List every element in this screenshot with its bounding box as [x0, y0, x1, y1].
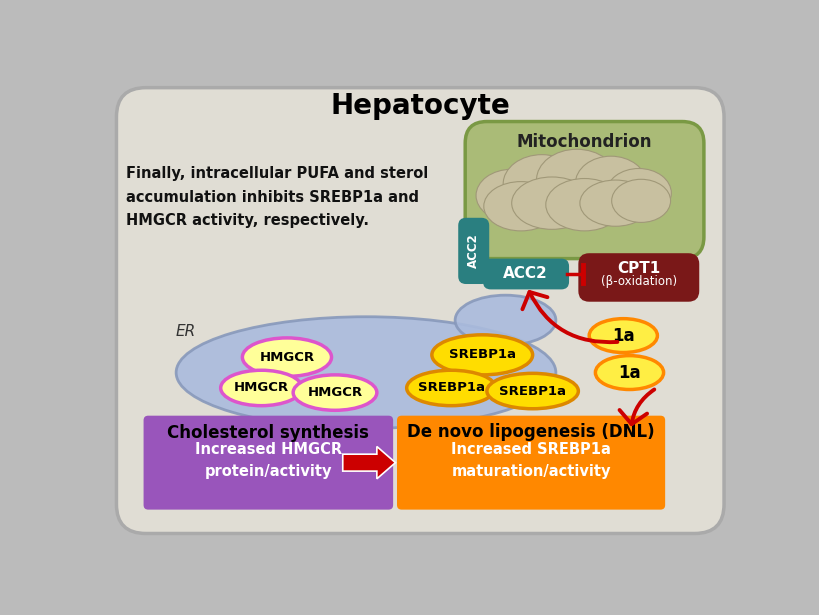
Text: Cholesterol synthesis: Cholesterol synthesis [167, 424, 369, 442]
Ellipse shape [486, 373, 577, 409]
FancyArrow shape [342, 446, 395, 479]
Text: Increased SREBP1a
maturation/activity: Increased SREBP1a maturation/activity [450, 442, 610, 478]
Text: Increased HMGCR
protein/activity: Increased HMGCR protein/activity [195, 442, 342, 478]
Ellipse shape [511, 177, 591, 229]
Text: CPT1: CPT1 [617, 261, 659, 276]
FancyBboxPatch shape [577, 253, 699, 302]
Ellipse shape [242, 338, 331, 376]
Text: ER: ER [176, 324, 196, 339]
Ellipse shape [575, 156, 645, 212]
Text: 1a: 1a [611, 327, 634, 344]
FancyBboxPatch shape [396, 416, 664, 510]
Text: Finally, intracellular PUFA and sterol
accumulation inhibits SREBP1a and
HMGCR a: Finally, intracellular PUFA and sterol a… [125, 166, 428, 228]
Ellipse shape [293, 375, 377, 410]
Text: De novo lipogenesis (DNL): De novo lipogenesis (DNL) [407, 423, 654, 441]
Ellipse shape [589, 319, 657, 352]
Ellipse shape [483, 181, 558, 231]
Text: Hepatocyte: Hepatocyte [330, 92, 509, 120]
Ellipse shape [503, 154, 580, 213]
Text: HMGCR: HMGCR [307, 386, 362, 399]
Text: ACC2: ACC2 [503, 266, 547, 282]
Text: ACC2: ACC2 [467, 234, 480, 268]
Ellipse shape [176, 317, 555, 429]
FancyBboxPatch shape [458, 218, 489, 284]
Ellipse shape [455, 295, 555, 345]
Text: 1a: 1a [618, 363, 640, 381]
Ellipse shape [579, 180, 650, 226]
Ellipse shape [611, 180, 670, 223]
FancyBboxPatch shape [143, 416, 392, 510]
Ellipse shape [406, 370, 495, 406]
FancyBboxPatch shape [116, 88, 723, 533]
FancyArrowPatch shape [522, 292, 617, 342]
Text: HMGCR: HMGCR [233, 381, 288, 394]
FancyBboxPatch shape [482, 258, 568, 290]
Text: SREBP1a: SREBP1a [499, 384, 565, 397]
Text: HMGCR: HMGCR [259, 351, 314, 363]
Text: SREBP1a: SREBP1a [417, 381, 484, 394]
FancyArrowPatch shape [619, 389, 654, 424]
Ellipse shape [545, 178, 622, 231]
Ellipse shape [536, 149, 617, 211]
Text: Mitochondrion: Mitochondrion [516, 133, 651, 151]
Ellipse shape [476, 169, 547, 221]
Text: (β-oxidation): (β-oxidation) [600, 275, 676, 288]
Ellipse shape [432, 335, 532, 375]
Ellipse shape [220, 370, 301, 406]
FancyBboxPatch shape [464, 122, 703, 258]
Ellipse shape [605, 169, 671, 218]
Text: SREBP1a: SREBP1a [448, 348, 515, 362]
Ellipse shape [595, 355, 663, 389]
